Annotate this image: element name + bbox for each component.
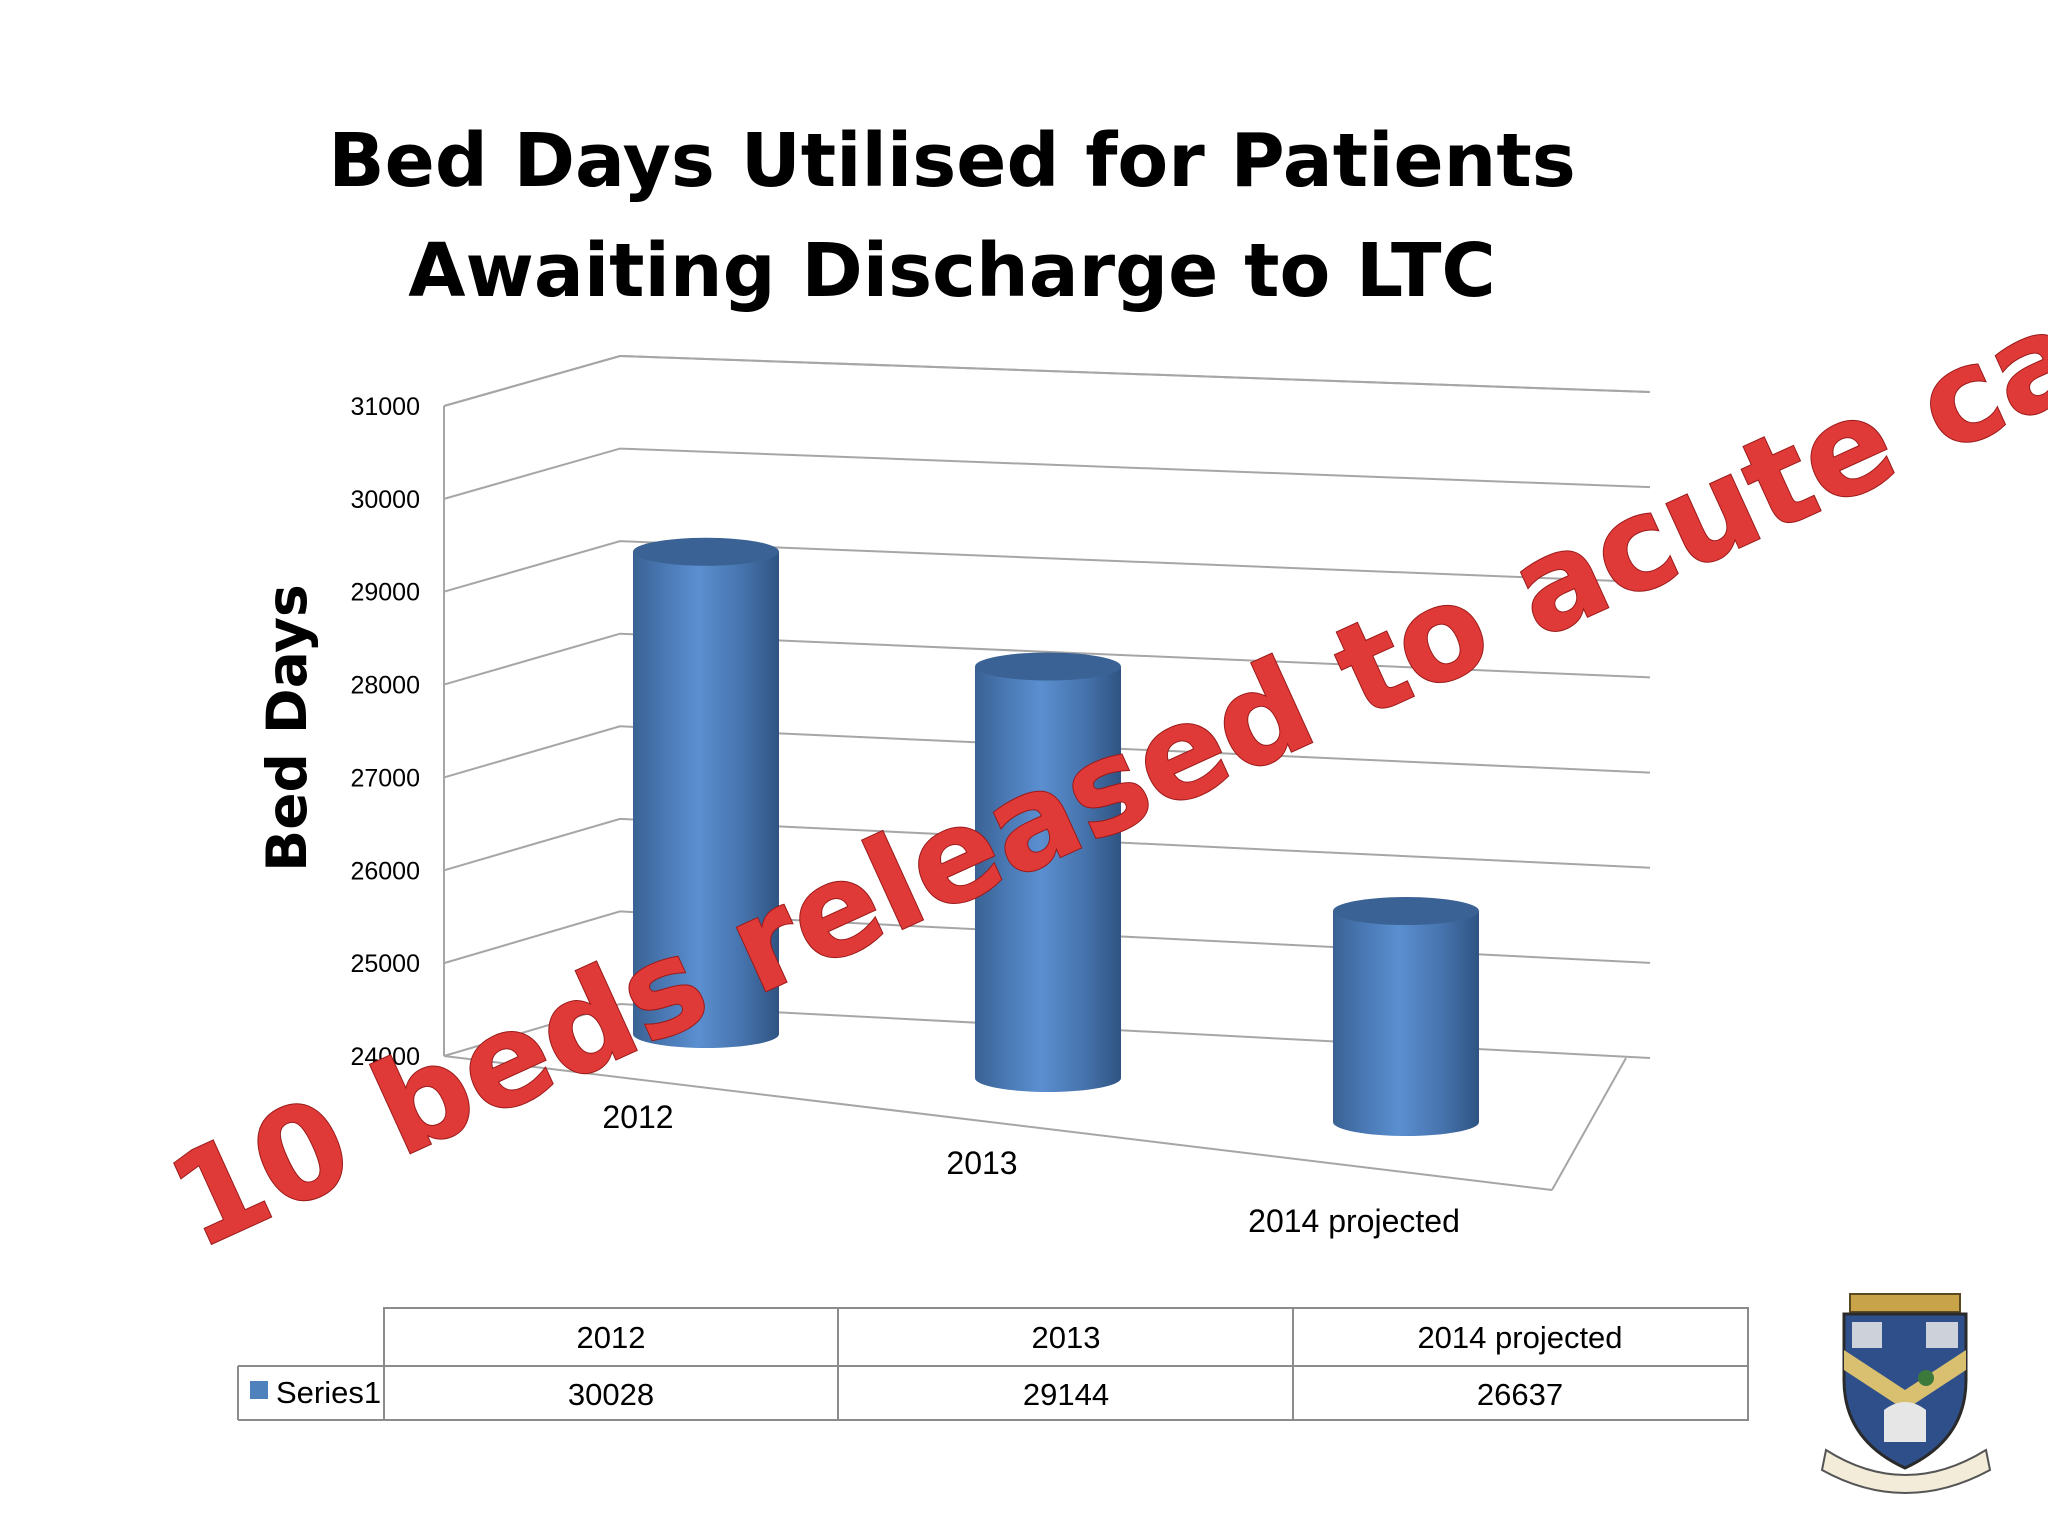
bar-2013	[975, 652, 1121, 1092]
bar-top	[633, 537, 779, 566]
x-category-label: 2012	[602, 1099, 673, 1135]
y-tick-label: 28000	[350, 672, 420, 700]
crest-icon	[1820, 1293, 1992, 1494]
gridline	[443, 1002, 1651, 1059]
y-tick-label: 27000	[350, 764, 420, 792]
y-tick-label: 31000	[350, 393, 420, 421]
gridline	[443, 632, 1651, 686]
x-category-label: 2013	[946, 1145, 1017, 1181]
table-header-cell: 2014 projected	[1417, 1320, 1622, 1355]
y-tick-label: 24000	[350, 1043, 420, 1071]
bar-body	[633, 551, 779, 1048]
bar-body	[1333, 911, 1479, 1136]
table-header-cell: 2012	[577, 1320, 646, 1355]
gridline	[443, 540, 1651, 593]
floor-right-edge	[1551, 1057, 1627, 1191]
gridline	[443, 817, 1651, 872]
chart-title-line-2: Awaiting Discharge to LTC	[408, 228, 1496, 314]
table-outline	[383, 1307, 1749, 1421]
legend-key	[250, 1381, 268, 1399]
gridline	[443, 447, 1651, 500]
y-axis-ticks: 24000 25000 26000 27000 28000 29000 30000 31000	[350, 393, 420, 1071]
table-value-cell: 26637	[1477, 1377, 1563, 1412]
y-tick-label: 30000	[350, 486, 420, 514]
gridline	[443, 354, 1651, 407]
bar-top	[1333, 897, 1479, 926]
y-tick-label: 25000	[350, 950, 420, 978]
chart-title-line-1: Bed Days Utilised for Patients	[328, 118, 1576, 204]
y-tick-label: 26000	[350, 857, 420, 885]
x-category-label: 2014 projected	[1248, 1203, 1460, 1239]
bar-top	[975, 652, 1121, 681]
bars	[633, 537, 1479, 1136]
x-axis-labels: 2012 2013 2014 projected	[602, 1099, 1459, 1239]
gridline	[443, 910, 1651, 965]
table-value-cell: 29144	[1023, 1377, 1109, 1412]
table-value-cell: 30028	[568, 1377, 654, 1412]
y-tick-label: 29000	[350, 579, 420, 607]
bar-2012	[633, 537, 779, 1048]
data-table: 2012 2013 2014 projected Series1 30028 2…	[237, 1307, 1749, 1421]
bar-2014 projected	[1333, 897, 1479, 1136]
floor-front-edge	[443, 1055, 1553, 1191]
bar-body	[975, 666, 1121, 1092]
table-row-label: Series1	[276, 1375, 381, 1410]
gridlines	[443, 354, 1651, 1059]
y-axis-label: Bed Days	[255, 584, 319, 871]
overlay-annotation: 10 beds released to acute care	[149, 217, 2048, 1278]
table-header-cell: 2013	[1032, 1320, 1101, 1355]
gridline	[443, 725, 1651, 779]
